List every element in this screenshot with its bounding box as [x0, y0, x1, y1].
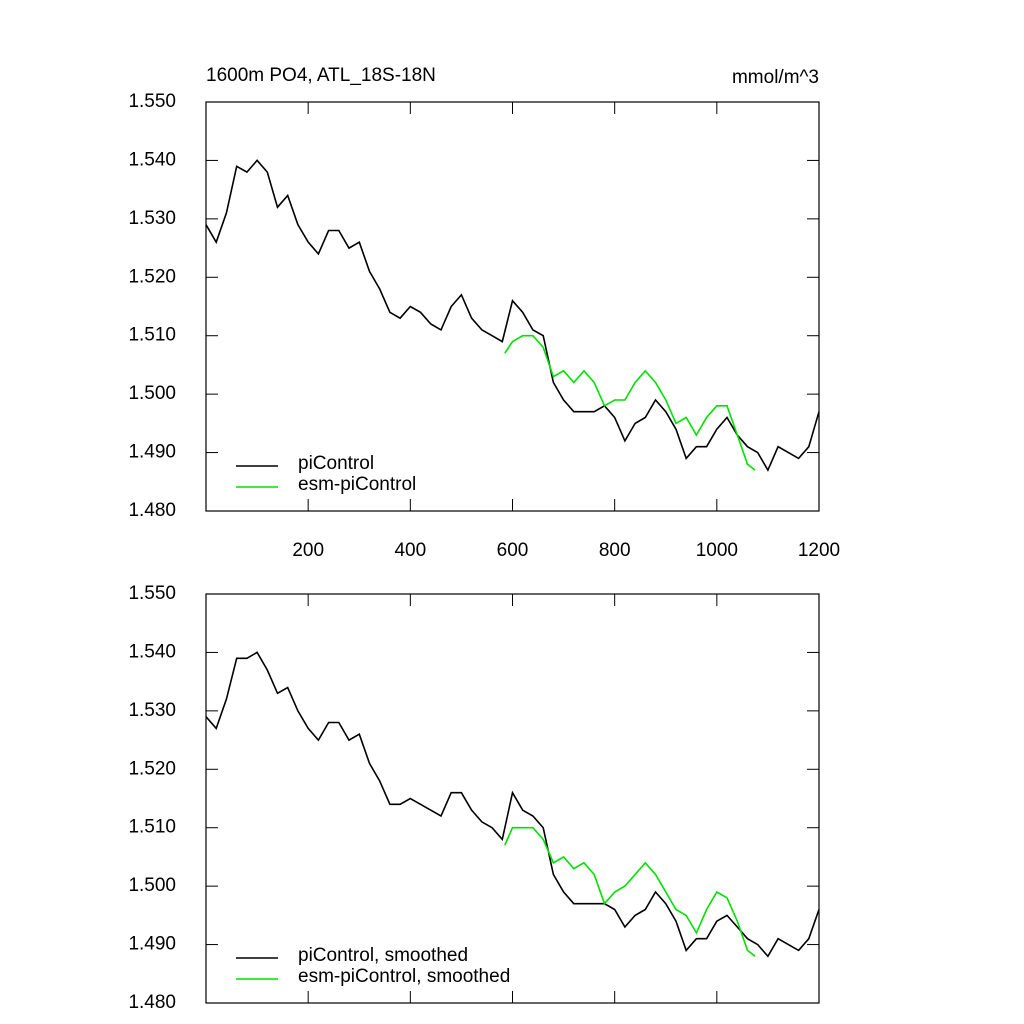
y-tick-label: 1.520: [128, 266, 176, 287]
series-line: [504, 334, 756, 471]
series-line: [205, 651, 820, 958]
x-tick-label: 1000: [696, 540, 738, 561]
legend-label: piControl: [298, 453, 374, 474]
x-tick-label: 200: [292, 540, 324, 561]
x-tick-label: 800: [599, 540, 631, 561]
x-tick-label: 400: [394, 540, 426, 561]
legend-label: esm-piControl: [298, 474, 416, 495]
y-tick-label: 1.550: [128, 583, 176, 604]
y-tick-label: 1.510: [128, 325, 176, 346]
units-label: mmol/m^3: [732, 67, 819, 88]
y-tick-label: 1.500: [128, 875, 176, 896]
plot-frame: [205, 593, 820, 1004]
y-tick-label: 1.540: [128, 149, 176, 170]
chart-title: 1600m PO4, ATL_18S-18N: [206, 65, 436, 86]
y-tick-label: 1.480: [128, 500, 176, 521]
plot-frame: [205, 101, 820, 512]
series-line: [205, 159, 820, 472]
y-tick-label: 1.500: [128, 383, 176, 404]
y-tick-label: 1.490: [128, 442, 176, 463]
y-tick-label: 1.530: [128, 208, 176, 229]
x-tick-label: 1200: [798, 540, 840, 561]
x-tick-label: 600: [497, 540, 529, 561]
y-tick-label: 1.530: [128, 700, 176, 721]
y-tick-label: 1.480: [128, 992, 176, 1013]
y-tick-label: 1.510: [128, 817, 176, 838]
legend-label: esm-piControl, smoothed: [298, 966, 510, 987]
series-line: [504, 826, 756, 957]
y-tick-label: 1.490: [128, 934, 176, 955]
y-tick-label: 1.540: [128, 641, 176, 662]
legend-label: piControl, smoothed: [298, 945, 468, 966]
y-tick-label: 1.550: [128, 91, 176, 112]
y-tick-label: 1.520: [128, 758, 176, 779]
